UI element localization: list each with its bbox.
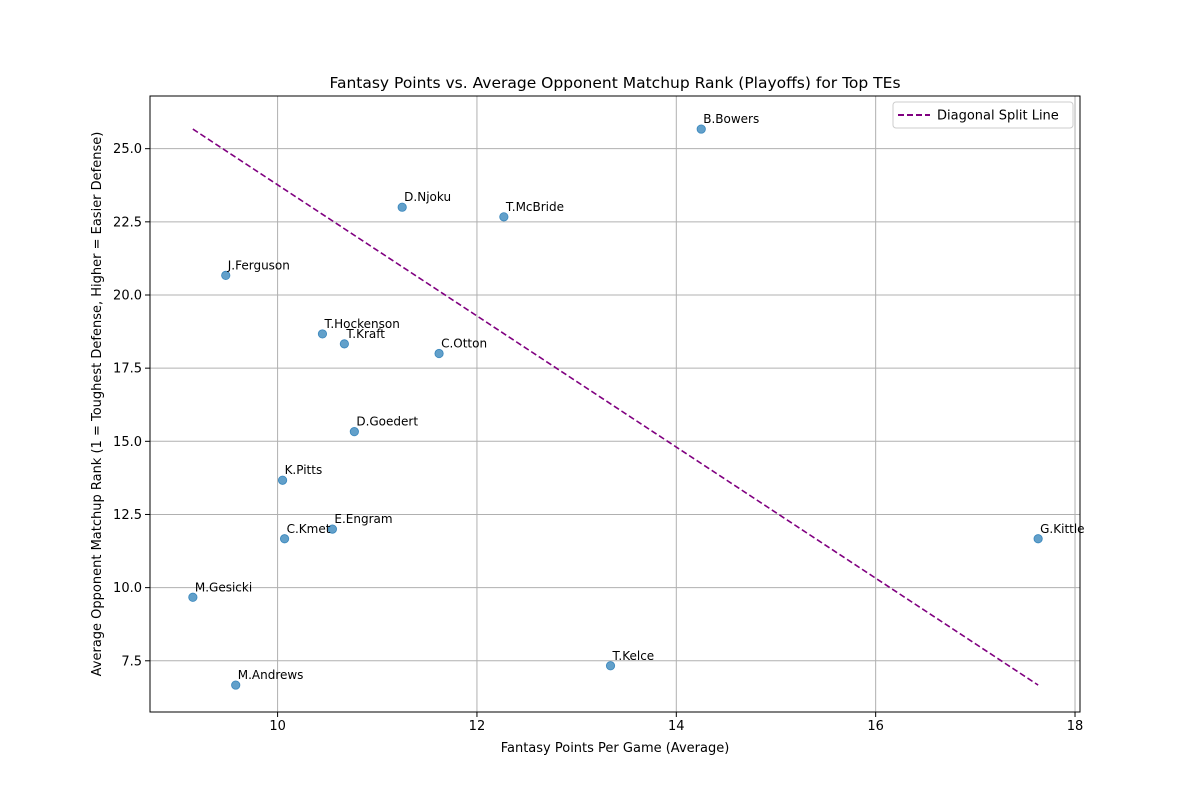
point-label: C.Otton — [441, 337, 487, 351]
legend: Diagonal Split Line — [892, 101, 1074, 129]
chart-title: Fantasy Points vs. Average Opponent Matc… — [329, 74, 900, 92]
data-point — [317, 329, 328, 339]
data-point — [349, 427, 359, 437]
x-tick-label: 10 — [269, 719, 286, 734]
data-point — [188, 592, 198, 602]
x-tick-label: 12 — [469, 719, 486, 734]
point-label: T.Hockenson — [323, 317, 399, 331]
data-point — [277, 475, 288, 485]
data-point — [1033, 534, 1043, 544]
point-label: M.Gesicki — [195, 580, 252, 594]
point-label: B.Bowers — [703, 112, 759, 126]
plot-frame — [149, 95, 1081, 713]
axis-ticks: 10 12 14 16 18 7.5 10.0 12.5 15.0 17.5 20.0 22.5 25.… — [113, 142, 1083, 734]
data-point — [221, 270, 231, 280]
legend-label: Diagonal Split Line — [937, 109, 1059, 124]
y-tick-label: 25.0 — [113, 142, 142, 157]
y-tick-label: 20.0 — [113, 288, 142, 303]
point-label: T.McBride — [505, 200, 564, 214]
y-tick-label: 12.5 — [113, 508, 142, 523]
point-label: T.Kelce — [612, 649, 655, 663]
point-labels-layer: B.Bowers D.Njoku T.McBride J.Ferguson T.Hock… — [195, 112, 1085, 682]
point-label: J.Ferguson — [227, 258, 290, 272]
data-point — [696, 124, 706, 134]
x-tick-label: 14 — [668, 719, 685, 734]
point-label: C.Kmet — [287, 522, 331, 536]
y-tick-label: 10.0 — [113, 581, 142, 596]
data-point — [434, 348, 444, 359]
data-point — [397, 202, 407, 212]
point-label: D.Njoku — [404, 190, 451, 204]
data-point — [231, 680, 241, 690]
y-tick-label: 7.5 — [121, 654, 142, 669]
point-label: D.Goedert — [356, 415, 418, 429]
y-tick-label: 15.0 — [113, 435, 142, 450]
point-label: G.Kittle — [1040, 522, 1084, 536]
data-point — [339, 339, 349, 349]
data-point — [279, 534, 290, 544]
split-line-layer — [192, 128, 1039, 686]
x-tick-label: 18 — [1067, 719, 1084, 734]
point-label: E.Engram — [334, 512, 392, 526]
point-label: K.Pitts — [285, 463, 323, 477]
data-point — [499, 212, 509, 222]
legend-box — [892, 101, 1074, 129]
x-tick-label: 16 — [867, 719, 884, 734]
diagonal-split-line — [192, 128, 1039, 686]
points-layer — [188, 124, 1043, 690]
data-point — [605, 661, 616, 671]
y-tick-label: 17.5 — [113, 362, 142, 377]
grid — [150, 96, 1080, 712]
point-label: T.Kraft — [345, 327, 385, 341]
y-axis-title: Average Opponent Matchup Rank (1 = Tough… — [90, 132, 105, 677]
y-tick-label: 22.5 — [113, 215, 142, 230]
data-point — [327, 524, 338, 534]
x-axis-title: Fantasy Points Per Game (Average) — [501, 741, 730, 756]
point-label: M.Andrews — [238, 668, 304, 682]
